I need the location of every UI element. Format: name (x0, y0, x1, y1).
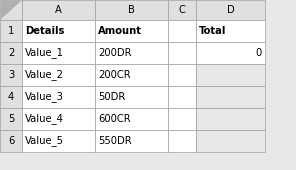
Bar (0, 130, 22, 152)
Text: 50DR: 50DR (98, 92, 125, 102)
Text: 4: 4 (8, 92, 14, 102)
Bar (0, 86, 22, 108)
Text: 200DR: 200DR (98, 48, 131, 58)
Text: Value_2: Value_2 (25, 70, 64, 80)
Bar (196, 20, 265, 42)
Bar (196, 108, 265, 130)
Text: 200CR: 200CR (98, 70, 131, 80)
Bar (95, 86, 168, 108)
Text: 6: 6 (8, 136, 14, 146)
Bar (196, 86, 265, 108)
Bar (95, 108, 168, 130)
Bar (22, 86, 95, 108)
Text: A: A (55, 5, 62, 15)
Text: Amount: Amount (98, 26, 142, 36)
Text: B: B (128, 5, 135, 15)
Bar (95, 0, 168, 20)
Bar (22, 0, 95, 20)
Text: C: C (178, 5, 185, 15)
Bar (0, 64, 22, 86)
Text: 3: 3 (8, 70, 14, 80)
Bar (22, 64, 95, 86)
Bar (168, 86, 196, 108)
Bar (168, 42, 196, 64)
Text: Value_4: Value_4 (25, 114, 64, 124)
Bar (196, 64, 265, 86)
Text: 2: 2 (8, 48, 14, 58)
Text: Details: Details (25, 26, 64, 36)
Bar (22, 108, 95, 130)
Bar (196, 0, 265, 20)
Bar (22, 20, 95, 42)
Text: 5: 5 (8, 114, 14, 124)
Bar (22, 130, 95, 152)
Text: Value_3: Value_3 (25, 92, 64, 103)
Bar (168, 130, 196, 152)
Text: 600CR: 600CR (98, 114, 131, 124)
Bar (95, 20, 168, 42)
Text: Value_1: Value_1 (25, 48, 64, 58)
Bar (0, 108, 22, 130)
Bar (22, 42, 95, 64)
Text: Total: Total (199, 26, 226, 36)
Bar (95, 130, 168, 152)
Bar (0, 42, 22, 64)
Text: Value_5: Value_5 (25, 135, 64, 146)
Bar (168, 0, 196, 20)
Text: D: D (227, 5, 234, 15)
Bar (168, 108, 196, 130)
Polygon shape (1, 1, 21, 19)
Text: 550DR: 550DR (98, 136, 132, 146)
Bar (196, 130, 265, 152)
Bar (95, 64, 168, 86)
Bar (168, 64, 196, 86)
Text: 0: 0 (256, 48, 262, 58)
Text: 1: 1 (8, 26, 14, 36)
Bar (196, 42, 265, 64)
Bar (0, 0, 22, 20)
Bar (168, 20, 196, 42)
Bar (0, 20, 22, 42)
Bar (95, 42, 168, 64)
